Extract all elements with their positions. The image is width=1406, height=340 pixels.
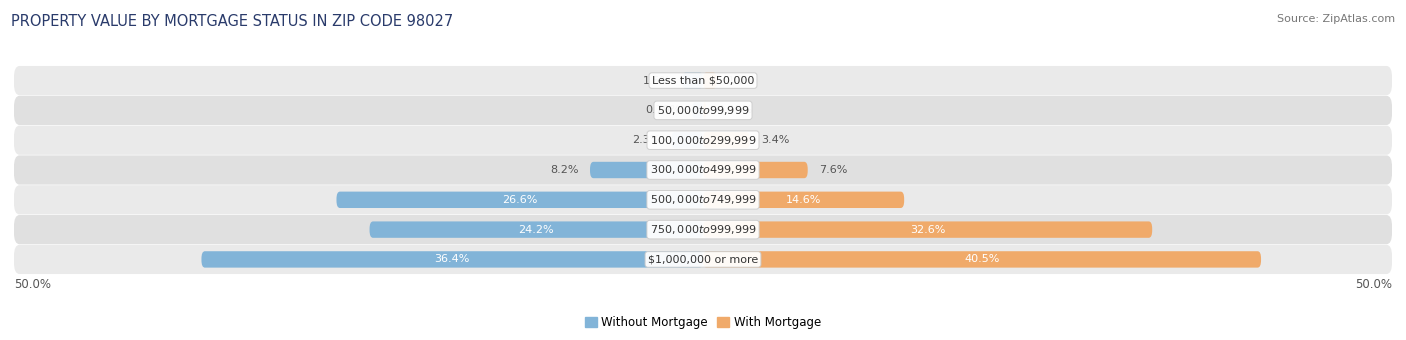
FancyBboxPatch shape: [14, 245, 1392, 274]
FancyBboxPatch shape: [14, 125, 1392, 155]
Text: PROPERTY VALUE BY MORTGAGE STATUS IN ZIP CODE 98027: PROPERTY VALUE BY MORTGAGE STATUS IN ZIP…: [11, 14, 454, 29]
Text: 0.79%: 0.79%: [645, 105, 681, 115]
FancyBboxPatch shape: [14, 66, 1392, 95]
Text: $1,000,000 or more: $1,000,000 or more: [648, 254, 758, 265]
FancyBboxPatch shape: [14, 96, 1392, 125]
FancyBboxPatch shape: [703, 162, 807, 178]
Text: 40.5%: 40.5%: [965, 254, 1000, 265]
FancyBboxPatch shape: [671, 132, 703, 148]
Legend: Without Mortgage, With Mortgage: Without Mortgage, With Mortgage: [581, 311, 825, 334]
Text: 50.0%: 50.0%: [14, 278, 51, 291]
Text: 1.0%: 1.0%: [728, 75, 756, 86]
FancyBboxPatch shape: [703, 102, 706, 119]
FancyBboxPatch shape: [703, 192, 904, 208]
FancyBboxPatch shape: [14, 155, 1392, 185]
Text: 26.6%: 26.6%: [502, 195, 537, 205]
FancyBboxPatch shape: [703, 251, 1261, 268]
FancyBboxPatch shape: [703, 221, 1152, 238]
Text: Source: ZipAtlas.com: Source: ZipAtlas.com: [1277, 14, 1395, 23]
Text: $500,000 to $749,999: $500,000 to $749,999: [650, 193, 756, 206]
Text: 7.6%: 7.6%: [818, 165, 848, 175]
Text: $300,000 to $499,999: $300,000 to $499,999: [650, 164, 756, 176]
FancyBboxPatch shape: [703, 132, 749, 148]
Text: 14.6%: 14.6%: [786, 195, 821, 205]
Text: 36.4%: 36.4%: [434, 254, 470, 265]
FancyBboxPatch shape: [370, 221, 703, 238]
FancyBboxPatch shape: [201, 251, 703, 268]
Text: 1.5%: 1.5%: [643, 75, 671, 86]
FancyBboxPatch shape: [682, 72, 703, 89]
FancyBboxPatch shape: [336, 192, 703, 208]
FancyBboxPatch shape: [14, 215, 1392, 244]
Text: 0.25%: 0.25%: [717, 105, 752, 115]
Text: Less than $50,000: Less than $50,000: [652, 75, 754, 86]
FancyBboxPatch shape: [692, 102, 703, 119]
Text: 50.0%: 50.0%: [1355, 278, 1392, 291]
Text: 8.2%: 8.2%: [551, 165, 579, 175]
Text: 2.3%: 2.3%: [631, 135, 661, 145]
Text: 3.4%: 3.4%: [761, 135, 789, 145]
FancyBboxPatch shape: [591, 162, 703, 178]
Text: $50,000 to $99,999: $50,000 to $99,999: [657, 104, 749, 117]
Text: 32.6%: 32.6%: [910, 225, 945, 235]
Text: $100,000 to $299,999: $100,000 to $299,999: [650, 134, 756, 147]
FancyBboxPatch shape: [703, 72, 717, 89]
FancyBboxPatch shape: [14, 185, 1392, 215]
Text: $750,000 to $999,999: $750,000 to $999,999: [650, 223, 756, 236]
Text: 24.2%: 24.2%: [519, 225, 554, 235]
